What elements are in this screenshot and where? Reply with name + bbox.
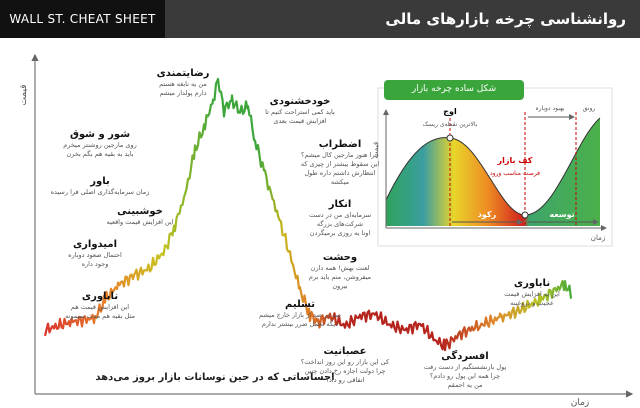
stage: شور و شوق روی مارجین روشنتر میخرم باید به …	[63, 128, 137, 159]
brand: WALL ST. CHEAT SHEET	[0, 0, 165, 38]
stage-title: باور	[90, 176, 110, 187]
inset-x-label: زمان	[591, 234, 605, 242]
price-line	[43, 77, 573, 352]
peak-label: اوج	[443, 107, 457, 116]
stage-text: این افزایش قیمت واقعیه	[106, 218, 174, 226]
stage-title: امیدواری	[72, 239, 118, 250]
stage-text: این سقوط بیشتر از چیزی که	[300, 160, 380, 168]
stage-text: میکشه	[330, 178, 350, 186]
stage-text: من یه نابغه هستم	[159, 80, 207, 88]
stage: عصبانیت کی این بازار رو این روز انداخت؟ چر…	[301, 345, 389, 385]
stage: وحشت لعنت بهش! همه دارن میفروشن، منم باید …	[309, 251, 371, 291]
bottom-note: فرصت مناسب ورود	[490, 170, 540, 177]
stage-text: اتفاقی رو داد؟	[325, 376, 365, 384]
bottom-dot	[521, 211, 529, 219]
inset-title-bg	[384, 80, 524, 100]
stage: اضطراب چرا هنوز مارجین کال میشم؟ این سقوط …	[301, 138, 379, 187]
stage-text: من یه احمقم	[447, 381, 483, 389]
stage-text: چرا همه این پول رو دادم؟	[429, 372, 501, 380]
stage-text: این افزایش قیمت هم	[70, 303, 130, 311]
stage: رضایتمندی من یه نابغه هستم دارم پولدار میش…	[157, 67, 210, 98]
inset-area	[386, 118, 600, 226]
stage-text: وجود داره	[81, 260, 109, 268]
inset-y-label: قیمت	[372, 142, 380, 158]
stage: خوشبینی این افزایش قیمت واقعیه	[106, 205, 173, 227]
stage-title: ناباوری	[513, 278, 551, 289]
stage-title: انکار	[328, 199, 352, 210]
stage: ناباوری این یه افزایش قیمت عجیب و دروغینه	[504, 277, 560, 308]
stage: ناباوری این افزایش قیمت هم مثل بقیه هم مدت…	[65, 290, 135, 321]
recovery-label: بهبود دوباره	[535, 105, 564, 112]
stage-text: پول بازنشستگیم از دست رفت	[423, 363, 507, 371]
stage-text: کی این بازار رو این روز انداخت؟	[300, 358, 390, 366]
expansion-label: توسعه	[549, 210, 574, 219]
stage-text: لعنت بهش! همه دارن	[310, 264, 370, 272]
bottom-label: کف بازار	[497, 156, 533, 165]
stage-text: چرا دولت اجازه رخ دادن چنین	[304, 367, 386, 375]
stage: امیدواری احتمال صعود دوباره وجود داره	[68, 238, 122, 269]
peak-dot	[446, 134, 454, 142]
stage-text: چرا هنوز مارجین کال میشم؟	[301, 151, 379, 159]
stage-title: افسردگی	[441, 351, 489, 362]
stage-text: باید کمی استراحت کنیم تا	[265, 108, 335, 116]
inset-curve	[385, 117, 601, 216]
stage: تسلیم صد در صد از بازار خارج میشم دیگه تحم…	[259, 298, 341, 329]
stage-text: صد در صد از بازار خارج میشم	[258, 311, 342, 319]
inset-title: شکل ساده چرخه بازار	[411, 84, 496, 94]
stage-text: دیگه تحمل ضرر بیشتر ندارم	[261, 320, 339, 328]
x-axis-label: زمان	[571, 398, 590, 408]
stage-text: زمان سرمایه‌گذاری اصلی فرا رسیده	[50, 188, 150, 196]
boom-label: رونق	[583, 105, 596, 112]
stage: انکار سرمایه‌ای من در دست شرکت‌های بزرگه او…	[309, 198, 371, 238]
stage-title: تسلیم	[285, 299, 315, 310]
stage-title: شور و شوق	[69, 129, 131, 140]
stage-text: روی مارجین روشنتر میخرم	[63, 141, 137, 149]
stage-text: میفروشن، منم باید برم	[308, 273, 372, 281]
stage: باور زمان سرمایه‌گذاری اصلی فرا رسیده	[51, 175, 150, 197]
peak-note: بالاترین نقطه‌ی ریسک	[423, 121, 478, 128]
stage-title: ناباوری	[81, 291, 119, 302]
stage-text: عجیب و دروغینه	[510, 299, 554, 307]
stage-text: باید به بقیه هم بگم بخرن	[66, 150, 134, 158]
header-title: روانشناسی چرخه بازارهای مالی	[385, 10, 626, 28]
stage-title: وحشت	[322, 252, 358, 263]
inset: شکل ساده چرخه بازار اوج بالاترین نقطه‌ی …	[372, 80, 613, 247]
stage-text: افزایش قیمت بعدی	[273, 117, 327, 125]
stage-text: این یه افزایش قیمت	[504, 290, 560, 298]
stage-title: خودخشنودی	[269, 96, 331, 107]
stage: خودخشنودی باید کمی استراحت کنیم تا افزایش …	[265, 95, 335, 126]
stage-text: بیرون	[332, 282, 348, 290]
stage: افسردگی پول بازنشستگیم از دست رفت چرا همه …	[424, 350, 507, 390]
caption: احساساتی که در حین نوسانات بازار بروز می…	[95, 372, 334, 383]
stage-text: سرمایه‌ای من در دست	[308, 211, 372, 219]
stage-text: دارم پولدار میشم	[159, 89, 207, 97]
stage-text: اونا یه روزی برمیگردن	[309, 229, 371, 237]
stage-title: رضایتمندی	[156, 68, 210, 79]
stage-title: اضطراب	[318, 139, 362, 150]
stage-text: مثل بقیه هم مدت نمیمونه	[65, 312, 135, 320]
stage-title: عصبانیت	[323, 346, 367, 357]
stage-text: انتظارش داشتم داره طول	[304, 169, 376, 177]
recession-label: رکود	[478, 210, 497, 219]
y-axis-label: قیمت	[19, 84, 29, 105]
stage-title: خوشبینی	[117, 206, 163, 217]
stage-text: احتمال صعود دوباره	[68, 251, 122, 259]
stage-text: شرکت‌های بزرگه	[316, 220, 364, 228]
